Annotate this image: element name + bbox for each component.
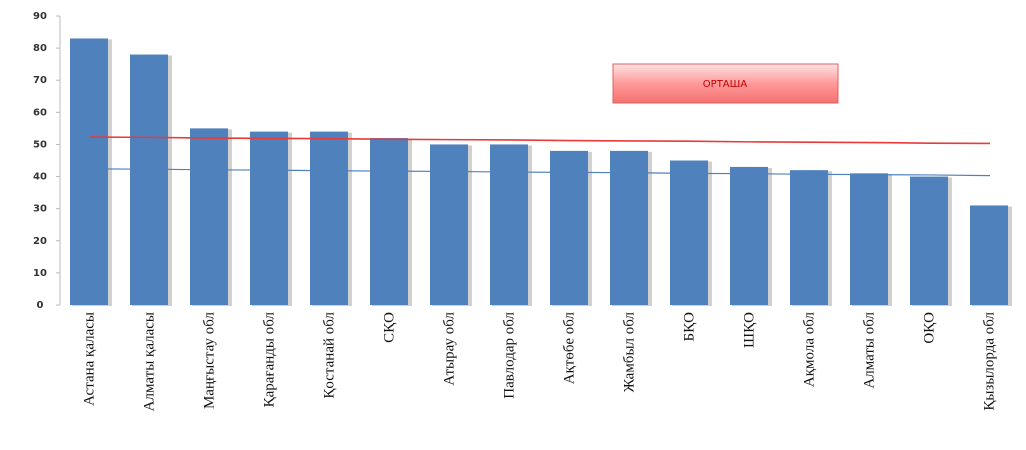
bar [910,176,948,305]
x-tick-label: Қарағанды обл [261,311,277,407]
bar [490,144,528,305]
bar [250,131,288,305]
bar [430,144,468,305]
x-tick-label: Атырау обл [441,311,457,385]
bar [970,205,1008,305]
legend-label: ОРТАША [703,79,748,90]
x-tick-label: ШҚО [741,312,757,348]
y-tick-label: 50 [33,139,47,150]
bar [670,160,708,305]
y-tick-label: 90 [33,11,47,22]
x-tick-label: Ақтөбе обл [561,311,577,384]
x-tick-label: Қызылорда обл [981,312,997,411]
x-tick-label: ОҚО [921,312,937,344]
bar [550,150,588,305]
x-tick-label: СҚО [381,312,397,343]
y-tick-label: 70 [33,75,47,86]
x-tick-label: Жамбыл обл [621,311,637,392]
bar [70,38,108,305]
x-tick-label: Алматы обл [861,311,877,388]
x-tick-label: Қостанай обл [321,311,337,398]
bar [610,150,648,305]
x-tick-label: Маңғыстау обл [201,311,217,409]
y-tick-label: 30 [33,204,47,215]
y-tick-label: 80 [33,43,47,54]
legend-box [612,63,839,104]
x-tick-label: Павлодар обл [501,311,517,398]
x-tick-label: Алматы қаласы [141,312,157,411]
bar [730,166,768,305]
x-tick-label: Астана қаласы [81,312,97,406]
x-tick-label: БҚО [681,312,697,342]
legend: ОРТАША [612,63,839,104]
bar [130,54,168,306]
y-tick-label: 40 [33,172,47,183]
bar [190,128,228,305]
bar [790,170,828,305]
y-tick-label: 10 [33,268,47,279]
y-tick-label: 60 [33,107,47,118]
bar [850,173,888,305]
trend-line [89,136,991,145]
x-tick-label: Ақмола обл [801,311,817,387]
trend-line [89,168,991,177]
bar [310,131,348,305]
y-tick-label: 0 [37,300,44,311]
y-tick-label: 20 [33,236,47,247]
bar [370,138,408,305]
